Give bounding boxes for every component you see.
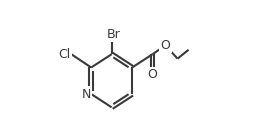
Text: Cl: Cl [58, 48, 71, 61]
Text: N: N [81, 87, 91, 101]
Text: O: O [148, 68, 158, 81]
Text: O: O [160, 39, 170, 52]
Text: Br: Br [106, 28, 120, 41]
